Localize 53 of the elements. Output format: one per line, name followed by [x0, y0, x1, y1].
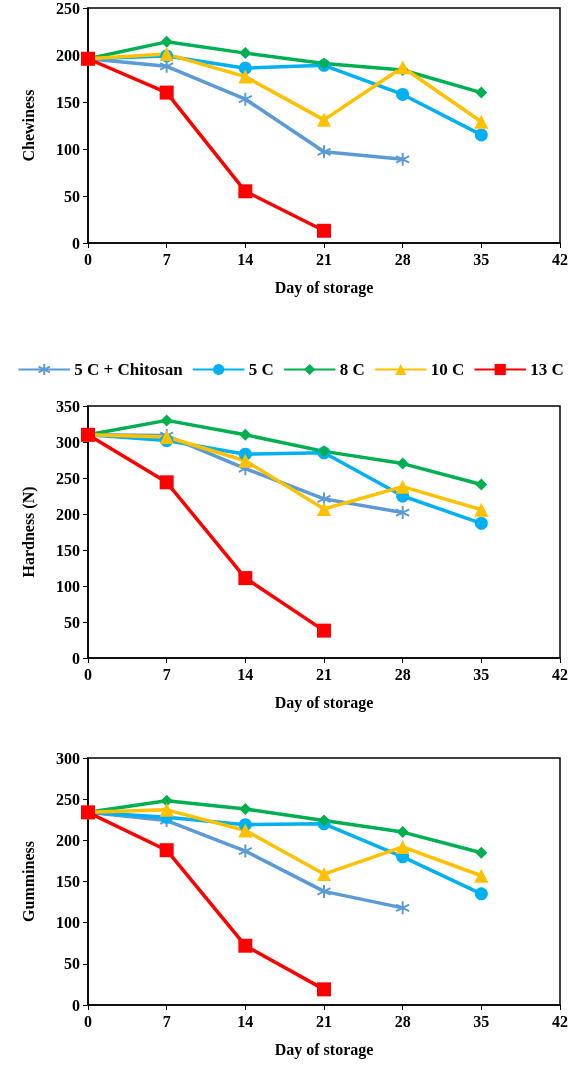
x-tick-label: 0	[84, 665, 92, 683]
legend-label: 5 C + Chitosan	[74, 360, 184, 379]
x-tick-label: 28	[394, 250, 411, 268]
y-tick-label: 150	[56, 93, 80, 111]
x-tick-label: 28	[394, 665, 411, 683]
x-tick-label: 35	[473, 665, 490, 683]
y-tick-label: 250	[56, 0, 80, 17]
y-tick-label: 250	[56, 469, 80, 487]
y-axis-title: Gumminess	[19, 841, 37, 922]
y-tick-label: 200	[56, 505, 80, 523]
x-tick-label: 42	[552, 250, 568, 268]
x-tick-label: 35	[473, 1012, 490, 1030]
x-tick-label: 42	[552, 665, 568, 683]
x-tick-label: 14	[237, 665, 254, 683]
y-tick-label: 100	[56, 577, 80, 595]
y-tick-label: 300	[56, 433, 80, 451]
y-tick-label: 0	[72, 234, 80, 252]
x-axis-title: Day of storage	[274, 693, 374, 712]
y-tick-label: 0	[72, 996, 80, 1014]
y-axis-title: Chewiness	[19, 89, 37, 162]
x-tick-label: 0	[84, 250, 92, 268]
legend-label: 10 C	[430, 360, 465, 379]
legend-label: 8 C	[339, 360, 365, 379]
x-axis-title: Day of storage	[274, 1040, 374, 1059]
y-axis-title: Hardness (N)	[19, 486, 38, 578]
x-tick-label: 7	[162, 665, 171, 683]
y-tick-label: 350	[56, 397, 80, 415]
y-tick-label: 250	[56, 790, 80, 808]
y-tick-label: 100	[56, 140, 80, 158]
x-tick-label: 21	[316, 250, 332, 268]
y-tick-label: 300	[56, 749, 80, 767]
y-tick-label: 150	[56, 541, 80, 559]
y-tick-label: 100	[56, 914, 80, 932]
x-tick-label: 21	[316, 1012, 332, 1030]
x-tick-label: 35	[473, 250, 490, 268]
x-tick-label: 28	[394, 1012, 411, 1030]
y-tick-label: 50	[64, 187, 80, 205]
x-tick-label: 7	[162, 1012, 171, 1030]
legend-label: 13 C	[530, 360, 564, 379]
y-tick-label: 50	[64, 955, 80, 973]
y-tick-label: 50	[64, 613, 80, 631]
x-tick-label: 7	[162, 250, 171, 268]
x-tick-label: 42	[552, 1012, 568, 1030]
y-tick-label: 0	[72, 649, 80, 667]
y-tick-label: 200	[56, 831, 80, 849]
y-tick-label: 200	[56, 46, 80, 64]
x-tick-label: 14	[237, 1012, 254, 1030]
x-tick-label: 14	[237, 250, 254, 268]
x-tick-label: 0	[84, 1012, 92, 1030]
legend-label: 5 C	[248, 360, 274, 379]
y-tick-label: 150	[56, 873, 80, 890]
x-tick-label: 21	[316, 665, 332, 683]
x-axis-title: Day of storage	[274, 278, 374, 297]
